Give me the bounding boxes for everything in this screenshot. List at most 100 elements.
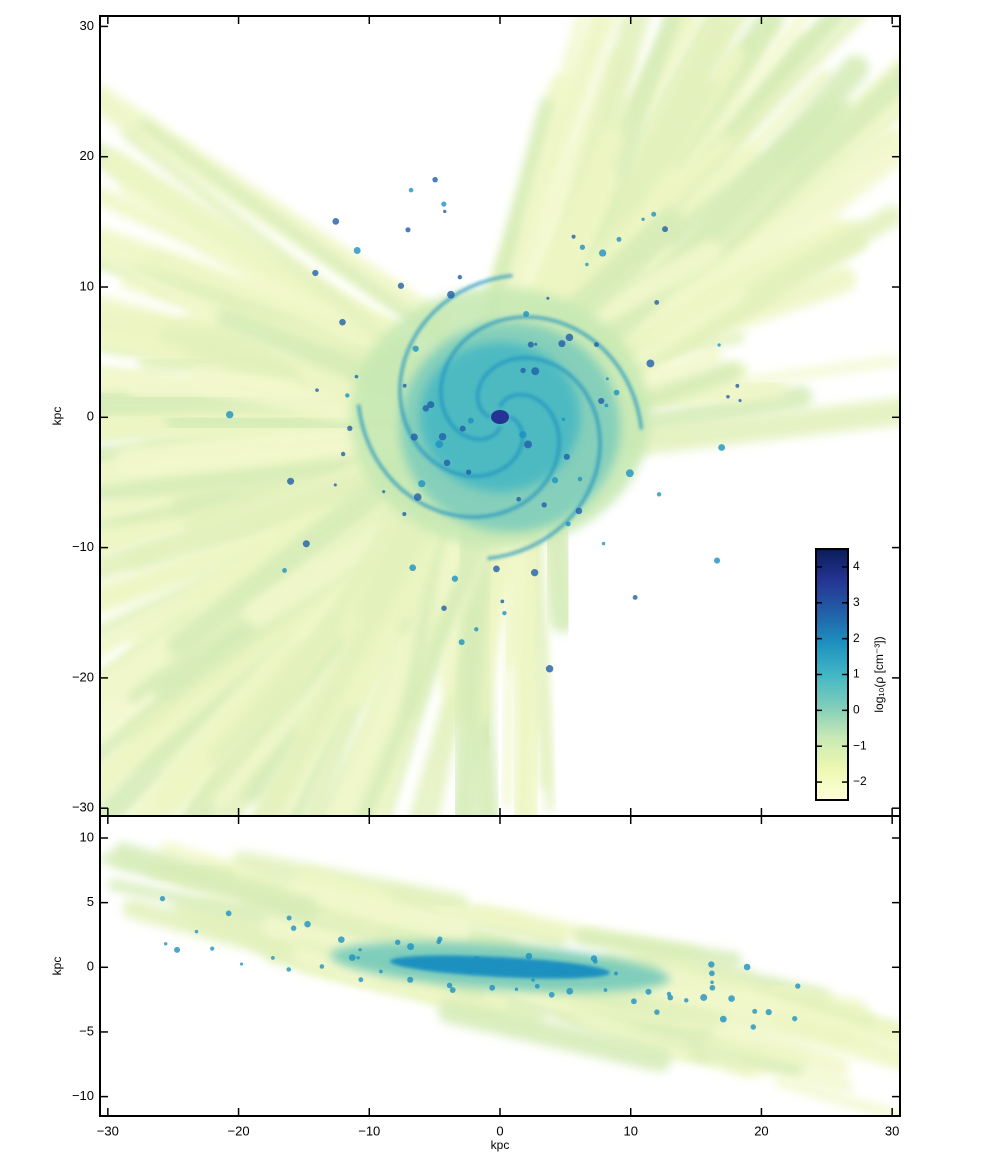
- gas-clump: [239, 962, 244, 966]
- gas-clump: [408, 187, 414, 193]
- gas-clump: [436, 939, 442, 945]
- gas-clump: [347, 425, 353, 432]
- gas-clump: [493, 565, 500, 573]
- gas-clump: [502, 610, 507, 616]
- gas-clump: [513, 960, 521, 968]
- gas-clump: [523, 310, 530, 317]
- gas-clump: [443, 209, 447, 214]
- gas-clump: [598, 249, 607, 257]
- colorbar-tick-label: −1: [853, 738, 867, 752]
- colorbar-label: log₁₀(ρ [cm⁻³]): [872, 636, 886, 712]
- gas-streak: [111, 842, 318, 922]
- gas-clump: [286, 915, 292, 921]
- gas-clump: [418, 480, 426, 488]
- gas-clump: [345, 393, 350, 398]
- gas-clump: [225, 910, 232, 917]
- gas-clump: [494, 967, 500, 972]
- y-tick-label: −10: [72, 1088, 94, 1103]
- gas-streak: [100, 233, 391, 348]
- y-tick-label: −5: [79, 1023, 94, 1038]
- gas-clump: [545, 665, 554, 673]
- gas-clump: [339, 318, 346, 326]
- gas-clump: [312, 269, 319, 277]
- gas-core: [491, 410, 509, 424]
- gas-streak: [437, 998, 672, 1072]
- gas-streak: [574, 928, 742, 968]
- y-tick-label: −20: [72, 669, 94, 684]
- colorbar-tick-label: 0: [853, 703, 860, 717]
- gas-clump: [585, 262, 589, 267]
- gas-clump: [451, 575, 459, 582]
- gas-clump: [174, 946, 181, 953]
- gas-clump: [525, 952, 533, 960]
- gas-clump: [651, 211, 657, 217]
- gas-clump: [338, 936, 345, 943]
- gas-clump: [405, 227, 411, 233]
- y-axis-label: kpc: [50, 957, 64, 976]
- gas-clump: [435, 440, 444, 448]
- gas-clump: [654, 299, 660, 305]
- gas-clump: [709, 984, 716, 991]
- gas-clump: [616, 236, 622, 242]
- gas-clump: [575, 507, 583, 515]
- gas-clump: [561, 417, 566, 422]
- gas-clump: [353, 247, 361, 254]
- gas-clump: [465, 469, 472, 475]
- gas-clump: [546, 296, 550, 300]
- gas-clump: [527, 341, 534, 348]
- gas-clump: [531, 978, 535, 982]
- gas-clump: [577, 476, 583, 482]
- gas-clump: [795, 983, 801, 989]
- x-tick-label: 30: [885, 1123, 899, 1138]
- spiral-arm: [357, 393, 561, 519]
- gas-streak: [579, 1016, 691, 1062]
- edge-on-density-image: [100, 841, 900, 1116]
- gas-clump: [594, 342, 599, 348]
- gas-clump: [605, 377, 609, 381]
- gas-clump: [579, 244, 586, 250]
- gas-clump: [641, 217, 645, 222]
- gas-disk: [390, 955, 610, 979]
- gas-clump: [717, 343, 721, 347]
- gas-clump: [718, 444, 726, 451]
- gas-clump: [548, 991, 555, 998]
- gas-clump: [700, 993, 708, 1001]
- gas-clump: [534, 983, 540, 989]
- gas-streak: [526, 128, 628, 326]
- gas-clump: [563, 453, 570, 460]
- gas-streak: [402, 513, 446, 623]
- gas-streak: [107, 879, 291, 927]
- face-on-density-image: [100, 16, 900, 816]
- gas-clump: [656, 492, 662, 497]
- gas-streak: [496, 16, 588, 311]
- gas-clump: [407, 976, 414, 983]
- gas-clump: [473, 956, 480, 963]
- y-tick-label: 10: [80, 278, 94, 293]
- gas-clump: [743, 963, 751, 971]
- gas-streak: [501, 500, 521, 808]
- x-tick-label: −30: [97, 1123, 119, 1138]
- gas-clump: [422, 405, 430, 412]
- gas-clump: [613, 389, 620, 396]
- gas-clump: [163, 942, 168, 946]
- y-tick-label: 20: [80, 148, 94, 163]
- gas-clump: [474, 627, 479, 632]
- gas-clump: [625, 469, 634, 478]
- y-tick-label: −30: [72, 800, 94, 815]
- gas-clump: [630, 998, 637, 1005]
- gas-clump: [348, 954, 356, 961]
- gas-clump: [558, 340, 566, 348]
- gas-clump: [410, 433, 418, 441]
- gas-clump: [598, 397, 605, 405]
- gas-streak: [624, 951, 755, 979]
- y-tick-label: 0: [87, 409, 94, 424]
- gas-clump: [654, 1009, 660, 1015]
- gas-clump: [667, 994, 674, 1001]
- gas-clump: [541, 502, 547, 508]
- gas-clump: [708, 961, 715, 968]
- gas-clump: [613, 971, 618, 976]
- gas-clump: [441, 605, 447, 611]
- gas-clump: [304, 920, 311, 928]
- gas-clump: [603, 988, 608, 992]
